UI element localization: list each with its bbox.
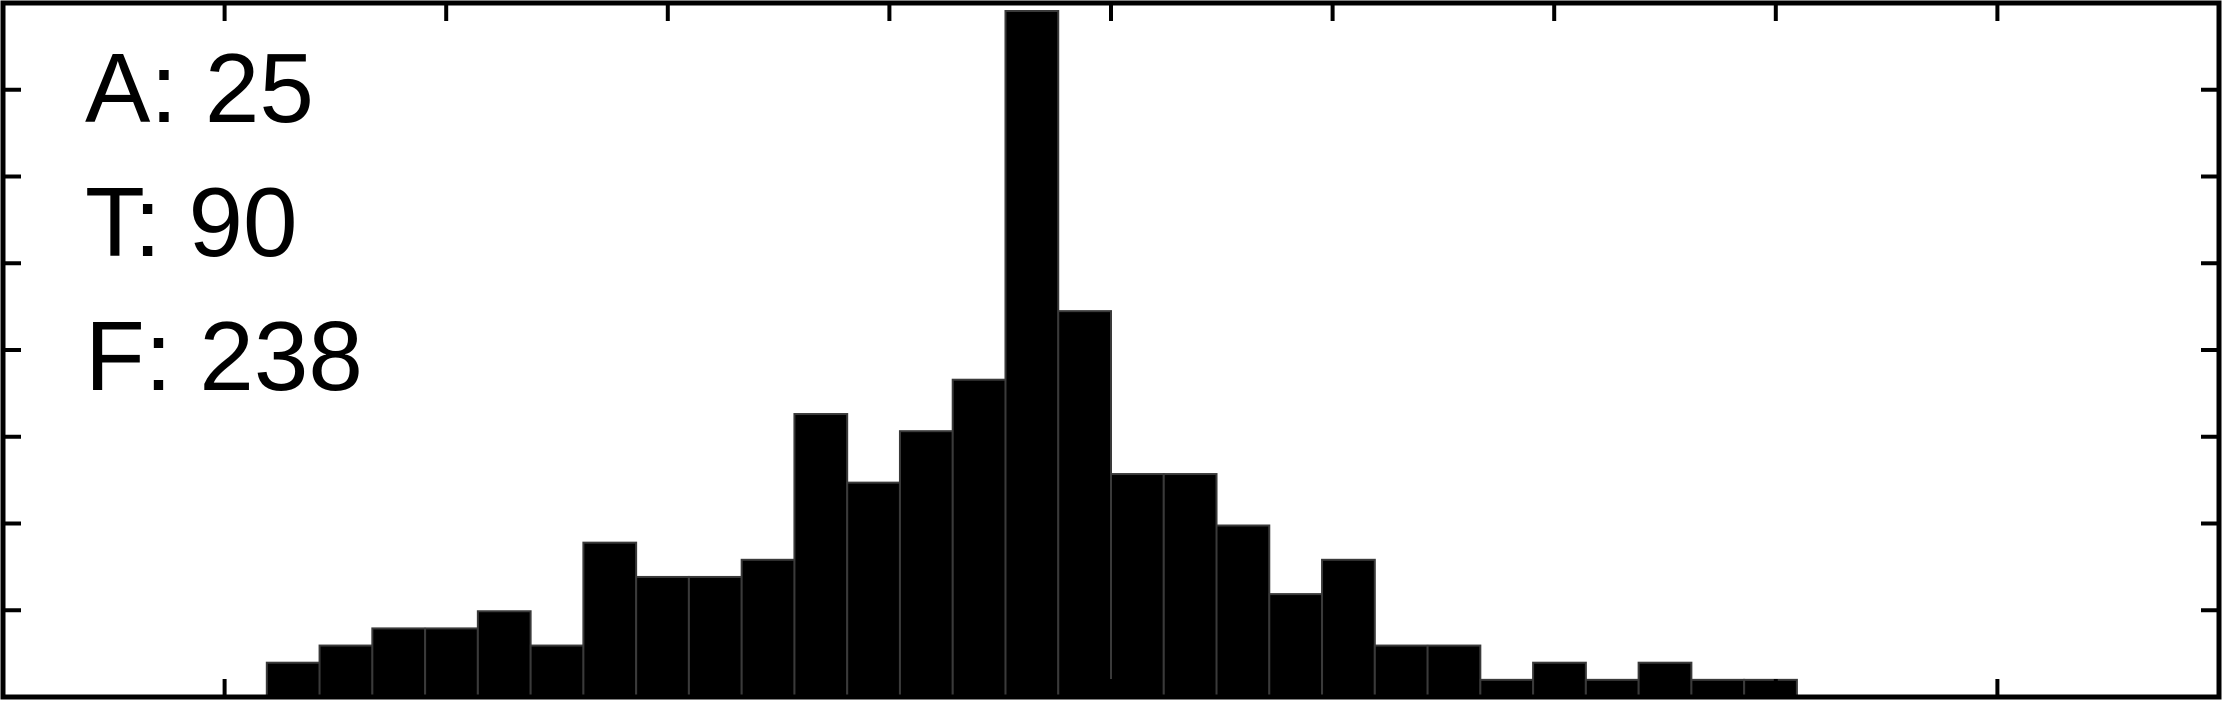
annotation-block: A: 25 T: 90 F: 238: [85, 33, 363, 411]
histogram-bar: [1584, 678, 1640, 698]
histogram-bar: [1321, 558, 1376, 698]
annotation-a: A: 25: [85, 33, 314, 143]
histogram-bar: [1690, 678, 1746, 698]
histogram-bar: [951, 378, 1007, 698]
histogram-bar: [1373, 644, 1429, 698]
histogram-bar: [1004, 10, 1060, 698]
histogram-bar: [1426, 644, 1482, 698]
histogram-bar: [1215, 524, 1271, 698]
histogram-bar: [1057, 310, 1112, 699]
histogram-bar: [265, 661, 321, 699]
histogram-bar: [846, 481, 901, 699]
histogram-bar: [1268, 593, 1324, 698]
histogram-bar: [1743, 678, 1798, 698]
annotation-t: T: 90: [85, 167, 297, 277]
histogram-bar: [318, 644, 374, 698]
histogram-bar: [371, 627, 427, 699]
histogram-bar: [687, 575, 743, 699]
bars-layer: [265, 10, 1798, 699]
histogram-bar: [793, 413, 849, 698]
histogram-bar: [424, 627, 479, 699]
histogram-bar: [635, 575, 690, 699]
histogram-bar: [529, 644, 585, 698]
histogram-bar: [1479, 678, 1535, 698]
histogram-bar: [1110, 473, 1165, 698]
histogram-bar: [582, 541, 638, 699]
histogram-bar: [1532, 661, 1587, 699]
histogram-bar: [740, 558, 796, 698]
histogram-bar: [476, 610, 532, 698]
histogram-bar: [1637, 661, 1693, 699]
histogram-bar: [898, 430, 954, 698]
annotation-f: F: 238: [85, 301, 363, 411]
histogram-bar: [1162, 473, 1218, 698]
ticks-layer: [3, 3, 2219, 697]
